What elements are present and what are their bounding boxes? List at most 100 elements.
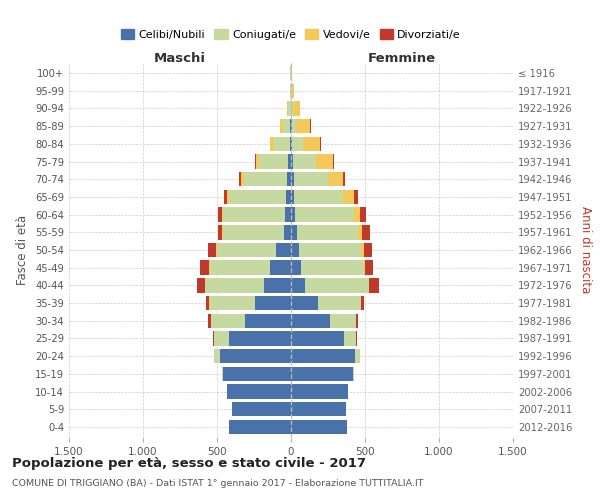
Text: Femmine: Femmine bbox=[368, 52, 436, 65]
Bar bbox=[358, 225, 362, 240]
Bar bbox=[223, 366, 291, 381]
Bar bbox=[353, 208, 360, 222]
Bar bbox=[216, 242, 217, 258]
Bar bbox=[209, 260, 270, 275]
Bar bbox=[291, 296, 319, 310]
Bar bbox=[291, 136, 292, 151]
Bar bbox=[208, 314, 211, 328]
Text: COMUNE DI TRIGGIANO (BA) - Dati ISTAT 1° gennaio 2017 - Elaborazione TUTTITALIA.: COMUNE DI TRIGGIANO (BA) - Dati ISTAT 1°… bbox=[12, 479, 424, 488]
Bar bbox=[291, 190, 294, 204]
Bar bbox=[333, 154, 334, 169]
Bar bbox=[360, 208, 366, 222]
Bar bbox=[289, 154, 291, 169]
Bar bbox=[343, 172, 345, 186]
Bar bbox=[220, 349, 291, 364]
Bar bbox=[276, 242, 291, 258]
Bar bbox=[291, 420, 347, 434]
Bar bbox=[214, 349, 220, 364]
Y-axis label: Fasce di età: Fasce di età bbox=[16, 215, 29, 285]
Bar bbox=[330, 314, 356, 328]
Bar bbox=[291, 331, 344, 345]
Bar bbox=[292, 119, 296, 134]
Bar bbox=[356, 331, 357, 345]
Bar bbox=[364, 242, 371, 258]
Bar bbox=[283, 119, 290, 134]
Bar bbox=[319, 296, 361, 310]
Bar bbox=[290, 119, 291, 134]
Bar bbox=[222, 208, 223, 222]
Bar bbox=[293, 101, 300, 116]
Bar bbox=[224, 190, 227, 204]
Bar bbox=[227, 190, 229, 204]
Bar bbox=[305, 278, 368, 292]
Bar bbox=[274, 136, 290, 151]
Bar bbox=[290, 136, 291, 151]
Y-axis label: Anni di nascita: Anni di nascita bbox=[579, 206, 592, 294]
Bar bbox=[302, 136, 320, 151]
Bar bbox=[291, 278, 305, 292]
Text: Popolazione per età, sesso e stato civile - 2017: Popolazione per età, sesso e stato civil… bbox=[12, 458, 366, 470]
Bar bbox=[205, 278, 265, 292]
Bar bbox=[355, 349, 359, 364]
Bar bbox=[239, 172, 241, 186]
Bar bbox=[291, 314, 330, 328]
Bar bbox=[328, 172, 343, 186]
Bar bbox=[320, 136, 321, 151]
Bar bbox=[284, 225, 291, 240]
Bar bbox=[270, 260, 291, 275]
Bar bbox=[259, 154, 289, 169]
Bar bbox=[294, 190, 343, 204]
Legend: Celibi/Nubili, Coniugati/e, Vedovi/e, Divorziati/e: Celibi/Nubili, Coniugati/e, Vedovi/e, Di… bbox=[116, 25, 466, 44]
Bar bbox=[292, 84, 294, 98]
Bar bbox=[223, 208, 285, 222]
Bar bbox=[229, 190, 286, 204]
Bar bbox=[217, 242, 276, 258]
Bar bbox=[295, 208, 353, 222]
Bar bbox=[255, 154, 256, 169]
Bar bbox=[291, 225, 297, 240]
Bar bbox=[296, 119, 310, 134]
Bar bbox=[245, 314, 291, 328]
Bar bbox=[316, 154, 333, 169]
Bar bbox=[356, 314, 358, 328]
Bar bbox=[297, 225, 358, 240]
Bar bbox=[229, 420, 291, 434]
Bar bbox=[287, 172, 291, 186]
Bar bbox=[291, 172, 293, 186]
Bar bbox=[368, 278, 370, 292]
Bar bbox=[291, 154, 293, 169]
Bar bbox=[265, 278, 291, 292]
Bar bbox=[200, 260, 209, 275]
Bar bbox=[285, 208, 291, 222]
Bar bbox=[209, 296, 256, 310]
Bar bbox=[293, 172, 328, 186]
Bar bbox=[270, 136, 274, 151]
Bar bbox=[364, 260, 365, 275]
Bar bbox=[286, 190, 291, 204]
Bar bbox=[214, 331, 229, 345]
Bar bbox=[244, 172, 287, 186]
Bar bbox=[299, 242, 361, 258]
Bar bbox=[218, 225, 222, 240]
Bar bbox=[291, 101, 293, 116]
Bar bbox=[354, 190, 358, 204]
Bar bbox=[291, 366, 353, 381]
Bar bbox=[218, 208, 222, 222]
Bar bbox=[211, 314, 245, 328]
Bar bbox=[222, 225, 223, 240]
Bar bbox=[256, 296, 291, 310]
Text: Maschi: Maschi bbox=[154, 52, 206, 65]
Bar bbox=[353, 366, 355, 381]
Bar bbox=[287, 101, 289, 116]
Bar bbox=[291, 349, 355, 364]
Bar bbox=[232, 402, 291, 416]
Bar bbox=[291, 402, 346, 416]
Bar bbox=[291, 208, 295, 222]
Bar bbox=[361, 242, 364, 258]
Bar bbox=[343, 190, 354, 204]
Bar bbox=[362, 225, 370, 240]
Bar bbox=[291, 260, 301, 275]
Bar bbox=[344, 331, 356, 345]
Bar bbox=[370, 278, 379, 292]
Bar bbox=[289, 101, 290, 116]
